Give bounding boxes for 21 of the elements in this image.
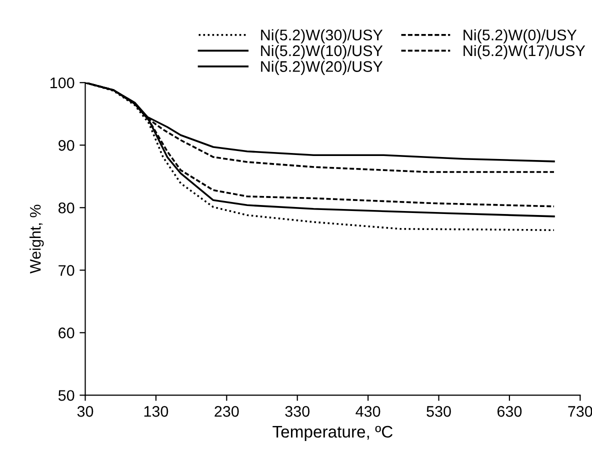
y-tick-label: 90 — [58, 140, 74, 151]
x-tick-label: 530 — [426, 406, 451, 417]
x-tick-label: 30 — [77, 406, 94, 417]
x-tick-label: 730 — [568, 406, 592, 417]
x-axis-title: Temperature, ºC — [272, 426, 393, 441]
x-tick-label: 430 — [356, 406, 380, 417]
x-tick-label: 330 — [285, 406, 310, 417]
x-tick-label: 130 — [144, 406, 168, 417]
y-tick-label: 70 — [58, 265, 74, 276]
y-tick-label: 60 — [58, 328, 74, 338]
x-tick-label: 630 — [497, 406, 522, 417]
y-axis-title: Weight, % — [30, 204, 44, 274]
legend-label: Ni(5.2)W(20)/USY — [261, 60, 383, 75]
y-tick-label: 80 — [58, 202, 74, 214]
legend-label: Ni(5.2)W(10)/USY — [261, 44, 383, 60]
x-tick-label: 230 — [214, 406, 239, 417]
legend-label: Ni(5.2)W(30)/USY — [261, 29, 383, 44]
y-tick-label: 100 — [50, 77, 74, 88]
legend-label: Ni(5.2)W(0)/USY — [464, 29, 577, 44]
legend-label: Ni(5.2)W(17)/USY — [464, 44, 586, 60]
y-tick-label: 50 — [58, 390, 74, 401]
